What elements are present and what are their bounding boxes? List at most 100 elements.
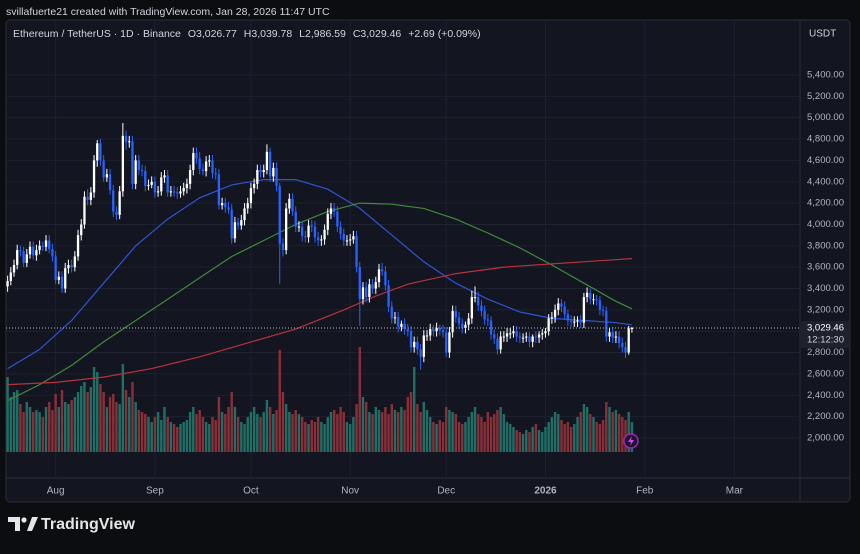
volume-bar: [384, 407, 387, 452]
candle-body: [121, 135, 125, 192]
volume-bar: [140, 412, 144, 452]
volume-bar: [176, 427, 179, 452]
volume-bar: [233, 407, 237, 452]
chart-panel: [5, 19, 851, 503]
volume-bar: [364, 402, 368, 452]
candle-body: [605, 310, 608, 337]
volume-bar: [569, 427, 573, 452]
candle-body: [96, 143, 99, 161]
candle-body: [589, 292, 592, 300]
volume-bar: [230, 392, 233, 452]
volume-bar: [566, 422, 570, 452]
candle-body: [9, 272, 12, 282]
volume-bar: [96, 372, 99, 452]
volume-bar: [412, 367, 416, 452]
volume-bar: [537, 430, 541, 452]
volume-bar: [563, 424, 566, 452]
volume-bar: [368, 412, 371, 452]
volume-bar: [595, 422, 598, 452]
moving-average: [7, 258, 632, 386]
volume-bar: [147, 417, 150, 452]
volume-bar: [150, 422, 153, 452]
candle-body: [83, 196, 86, 225]
volume-bar: [342, 412, 345, 452]
candle-body: [547, 318, 550, 332]
candle-body: [493, 334, 496, 339]
candle-body: [371, 284, 374, 289]
candle-body: [22, 251, 25, 263]
candle-body: [192, 152, 195, 170]
volume-bar: [252, 407, 256, 452]
candle-body: [147, 184, 150, 187]
volume-bar: [294, 410, 297, 452]
volume-bar: [198, 410, 201, 452]
candle-body: [627, 328, 630, 353]
candle-body: [336, 211, 339, 227]
candle-body: [326, 213, 329, 230]
candle-body: [304, 236, 307, 238]
volume-bar: [297, 414, 301, 452]
candle-body: [349, 239, 352, 241]
candle-body: [102, 160, 105, 178]
candle-body: [166, 175, 169, 193]
candle-body: [621, 342, 624, 348]
volume-bar: [70, 400, 73, 452]
y-tick-label: 3,800.00: [807, 240, 844, 251]
volume-bar: [124, 390, 128, 452]
volume-bar: [451, 412, 454, 452]
candle-body: [352, 236, 355, 240]
candle-body: [381, 269, 384, 272]
candle-body: [317, 237, 320, 241]
volume-bar: [352, 417, 355, 452]
volume-bar: [528, 432, 531, 452]
candle-body: [585, 292, 589, 298]
candle-body: [99, 143, 102, 161]
volume-bar: [509, 424, 512, 452]
candle-body: [115, 211, 118, 215]
volume-bar: [425, 410, 429, 452]
candle-body: [477, 297, 480, 306]
candle-body: [435, 328, 438, 332]
candle-body: [579, 320, 582, 323]
y-tick-label: 2,200.00: [807, 411, 844, 422]
candle-body: [400, 323, 403, 327]
volume-bar: [112, 394, 115, 452]
candle-body: [403, 323, 406, 330]
candle-body: [461, 323, 464, 329]
volume-bar: [348, 424, 352, 452]
candle-body: [441, 330, 445, 333]
x-tick-label: Aug: [47, 486, 65, 497]
volume-bar: [448, 410, 451, 452]
candle-body: [188, 169, 192, 184]
volume-bar: [275, 410, 278, 452]
candle-body: [323, 229, 326, 240]
volume-bar: [192, 407, 195, 452]
y-tick-label: 5,200.00: [807, 91, 844, 102]
candle-body: [470, 297, 473, 319]
candle-body: [70, 265, 73, 268]
candle-body: [150, 181, 153, 185]
volume-bar: [204, 422, 208, 452]
volume-bar: [25, 402, 29, 452]
candle-body: [537, 334, 541, 338]
volume-bar: [195, 414, 198, 452]
volume-bar: [300, 417, 304, 452]
candle-body: [246, 203, 249, 209]
y-tick-label: 3,400.00: [807, 283, 844, 294]
candle-body: [48, 240, 51, 249]
volume-bar: [262, 412, 265, 452]
y-tick-label: 5,400.00: [807, 69, 844, 80]
y-tick-label: 5,000.00: [807, 112, 844, 123]
volume-bar: [489, 417, 493, 452]
volume-bar: [557, 414, 560, 452]
countdown: 12:12:30: [807, 335, 844, 346]
volume-bar: [393, 410, 397, 452]
volume-bar: [80, 386, 83, 452]
candle-body: [406, 329, 409, 332]
volume-bar: [48, 402, 51, 452]
volume-bar: [525, 430, 528, 452]
candle-body: [489, 320, 493, 335]
y-tick-label: 3,200.00: [807, 304, 844, 315]
close-label: C3,029.46: [353, 28, 402, 40]
